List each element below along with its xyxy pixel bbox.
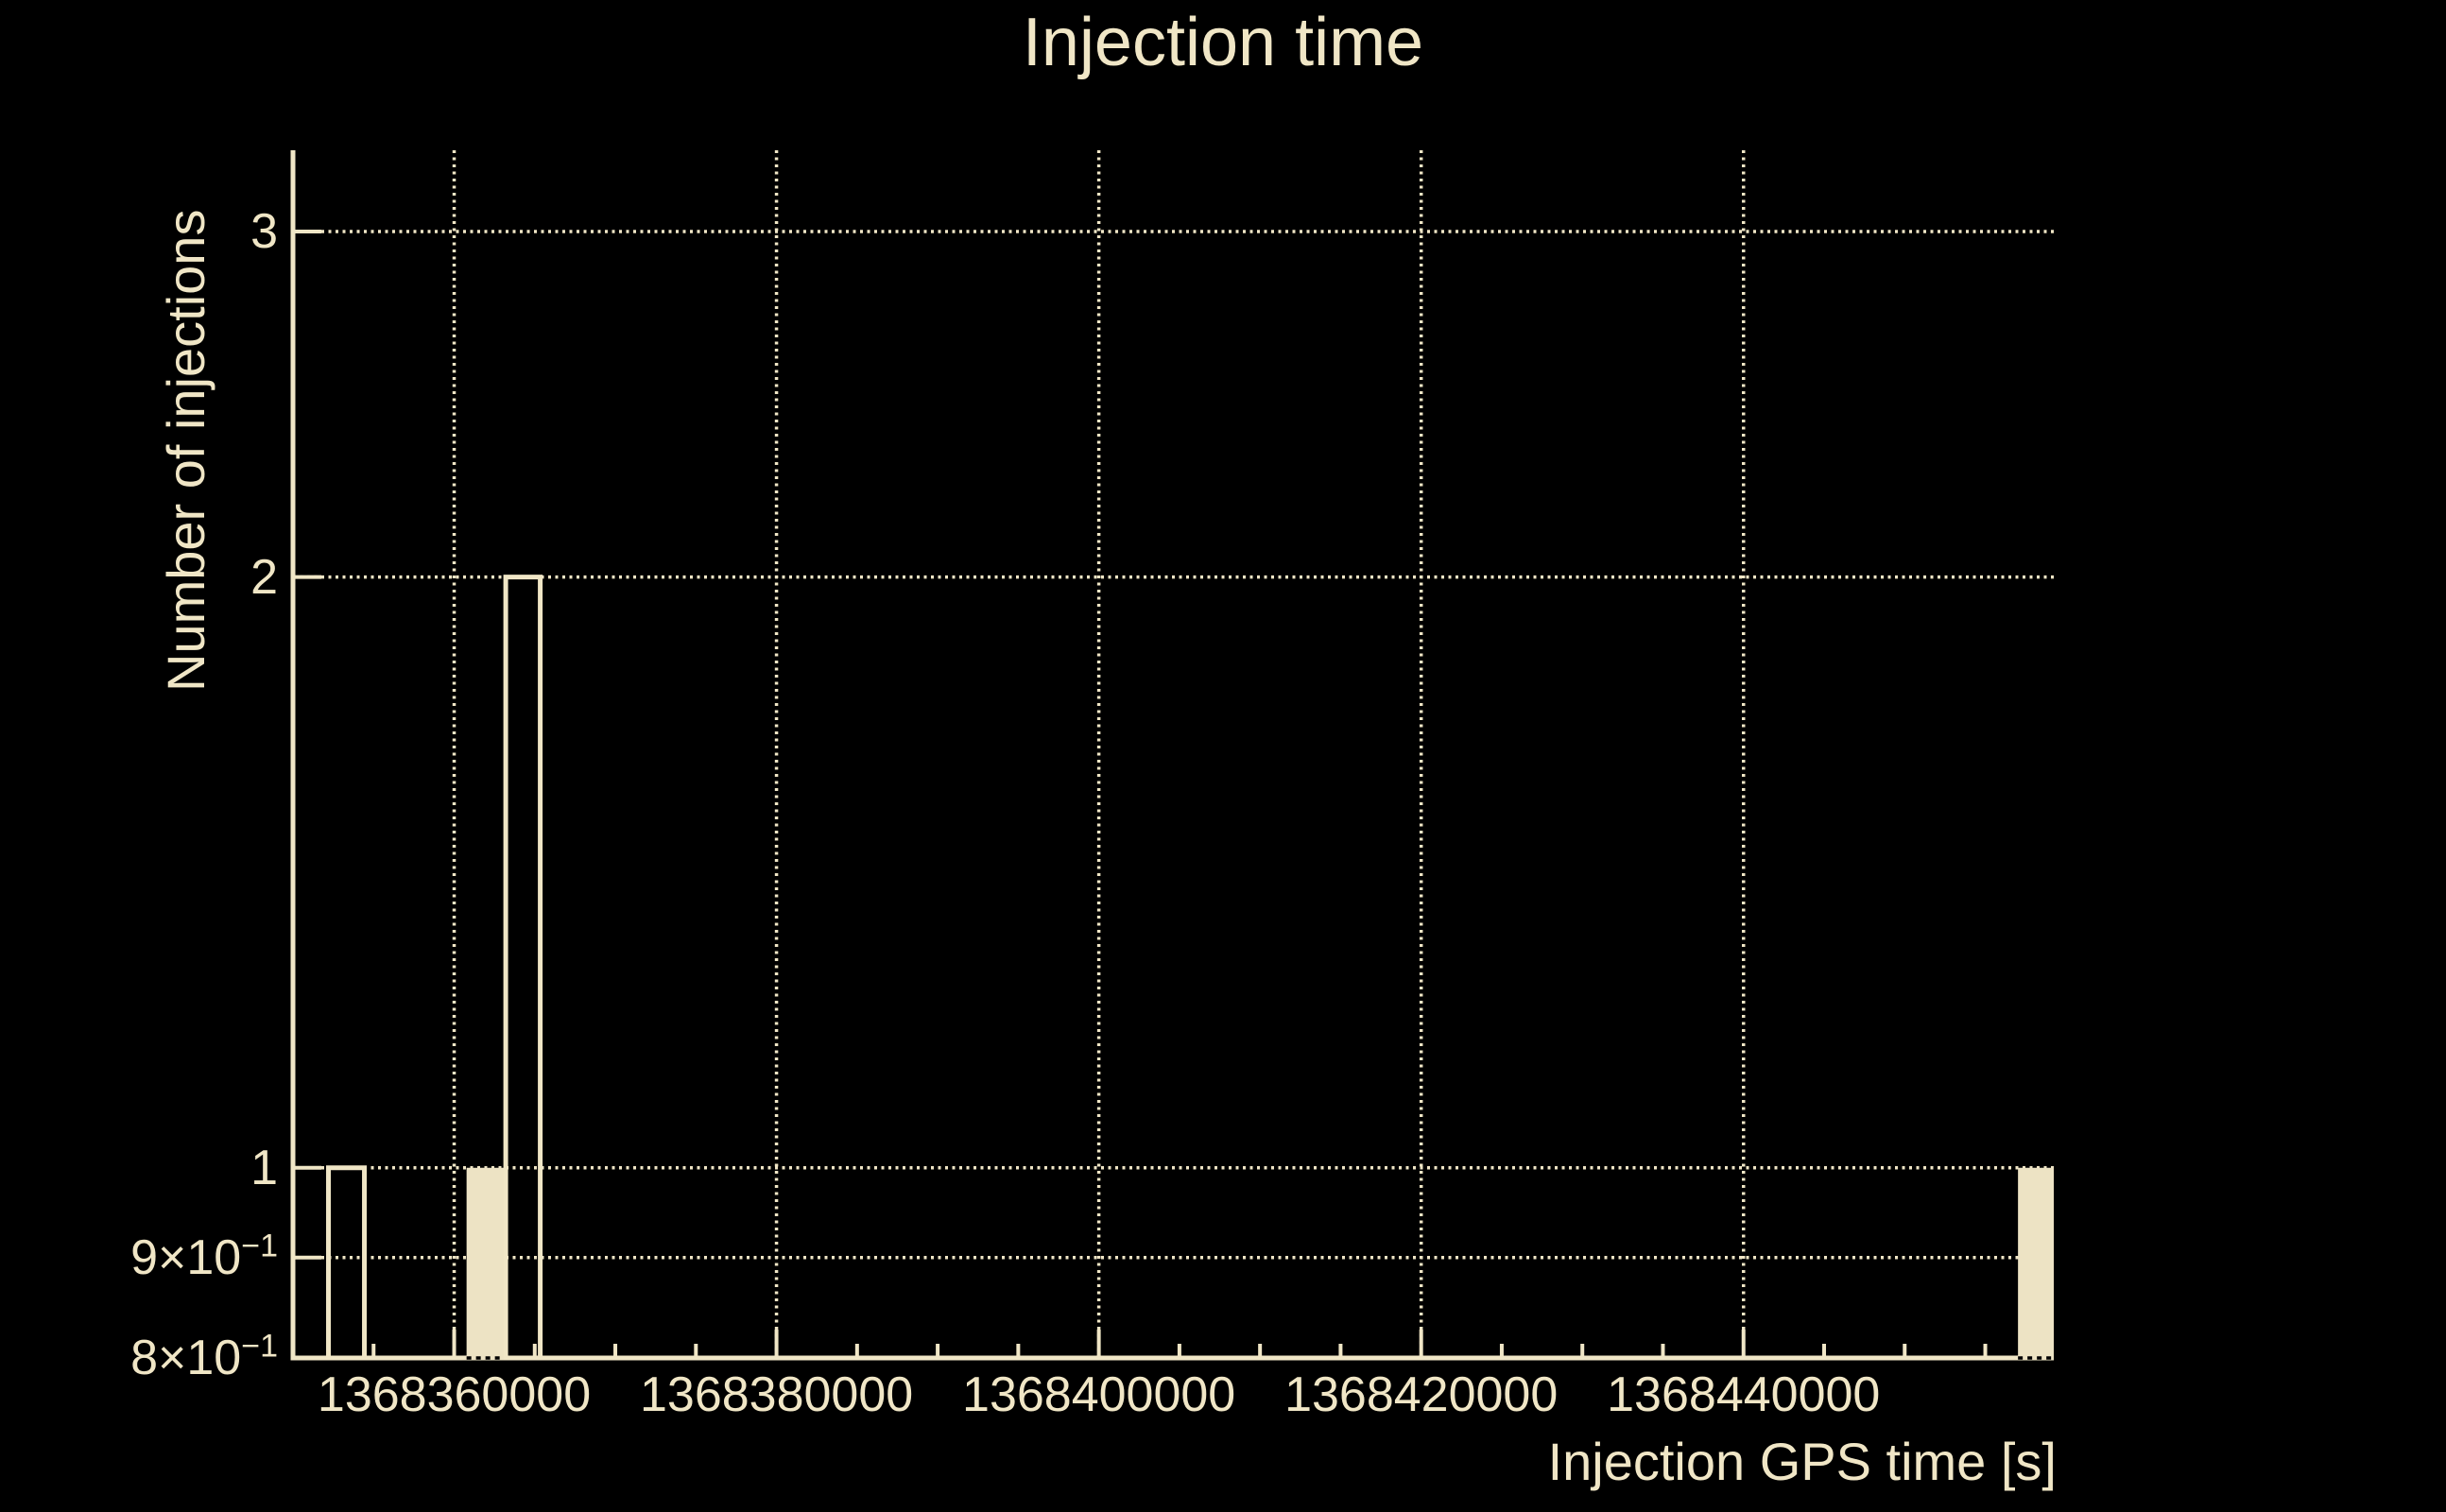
y-tick-label: 9×10−1	[130, 1229, 278, 1285]
histogram-bar	[466, 1167, 507, 1361]
x-axis-title: Injection GPS time [s]	[1547, 1432, 2057, 1491]
y-tick-label-exponent: −1	[241, 1328, 278, 1365]
histogram-bar	[326, 1165, 368, 1361]
x-tick-label: 1368380000	[639, 1367, 914, 1422]
y-tick-label: 8×10−1	[130, 1331, 278, 1385]
y-tick-label: 2	[250, 553, 278, 602]
chart-title: Injection time	[1022, 5, 1424, 80]
y-tick-label-base: 2	[250, 549, 278, 605]
histogram-bar	[2018, 1167, 2054, 1361]
x-tick-label: 1368420000	[1284, 1367, 1559, 1422]
x-tick-label: 1368360000	[317, 1367, 592, 1422]
x-tick-label: 1368440000	[1607, 1367, 1881, 1422]
y-tick-label-base: 3	[250, 203, 278, 259]
y-axis-title: Number of injections	[156, 209, 215, 692]
y-tick-label-exponent: −1	[241, 1228, 278, 1264]
histogram-bar	[503, 575, 543, 1361]
y-tick-label-base: 1	[250, 1140, 278, 1195]
y-tick-label-base: 8×10	[130, 1331, 242, 1385]
y-tick-label-base: 9×10	[130, 1229, 242, 1285]
y-tick-label: 3	[250, 207, 278, 256]
x-tick-label: 1368400000	[962, 1367, 1236, 1422]
y-tick-label: 1	[250, 1143, 278, 1193]
